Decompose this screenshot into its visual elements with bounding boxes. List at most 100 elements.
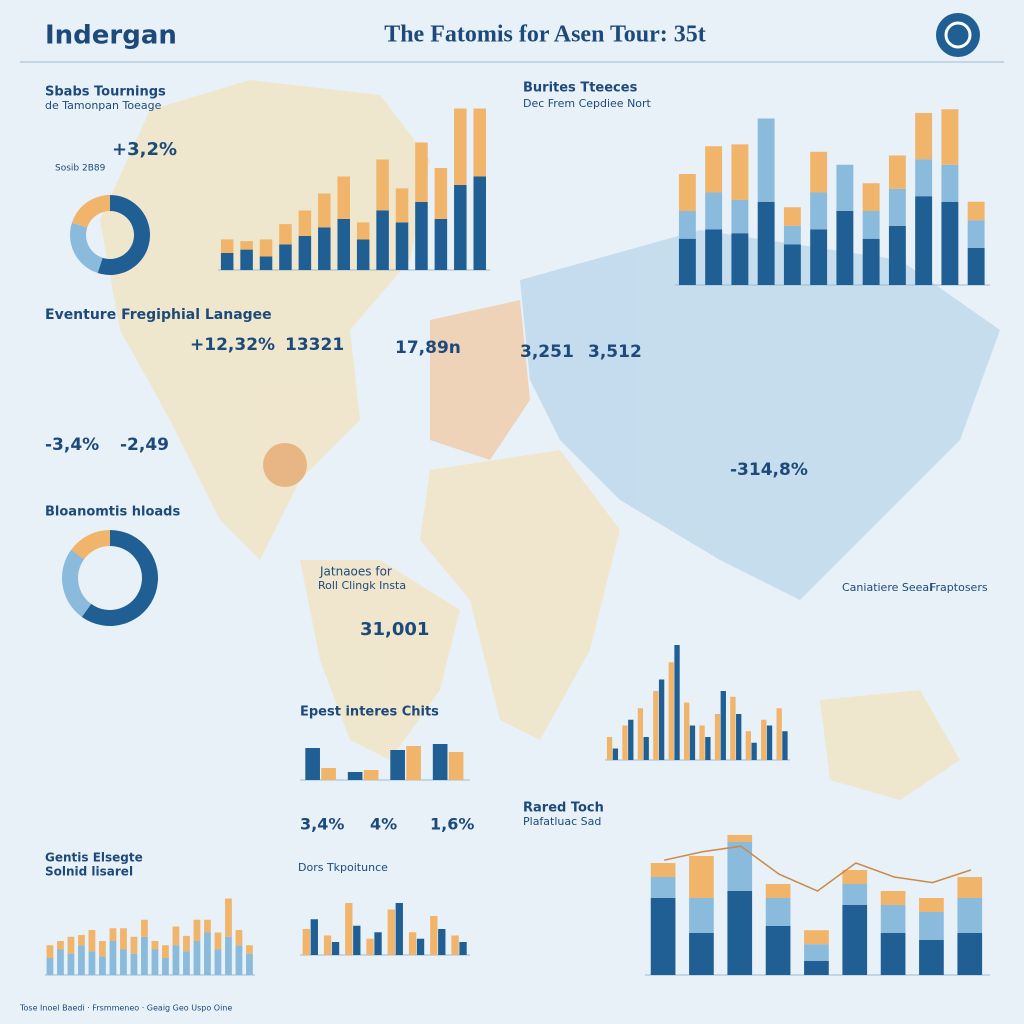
bar xyxy=(120,928,127,950)
bar xyxy=(684,702,690,760)
bar xyxy=(766,725,773,760)
bar xyxy=(240,241,253,250)
bar xyxy=(678,211,696,239)
bar xyxy=(109,941,117,975)
bar xyxy=(473,108,486,177)
bar xyxy=(78,935,85,946)
bar xyxy=(678,174,696,211)
bar xyxy=(880,933,906,975)
bar xyxy=(259,239,273,257)
bar xyxy=(214,949,222,975)
bar xyxy=(842,884,868,905)
bar xyxy=(628,719,634,760)
bar xyxy=(259,256,273,270)
bar xyxy=(387,909,395,955)
bar xyxy=(434,168,448,219)
bar xyxy=(689,856,714,898)
bar xyxy=(305,748,320,780)
bar xyxy=(204,932,211,975)
bar xyxy=(204,919,211,933)
bar xyxy=(915,196,933,285)
bar xyxy=(765,926,791,975)
bar xyxy=(46,958,54,975)
label: Jatnaoes for xyxy=(319,565,392,579)
label: Tose Inoel Baedi · Frsmmeneo · Geaig Geo… xyxy=(19,1004,232,1013)
bar xyxy=(345,903,353,955)
bar xyxy=(705,229,723,285)
label: 3,512 xyxy=(588,342,642,362)
bar xyxy=(356,239,370,270)
label: Dec Frem Cepdiee Nort xyxy=(523,97,652,110)
bar xyxy=(622,725,628,760)
bar xyxy=(810,151,828,193)
bar xyxy=(172,926,180,946)
bar xyxy=(151,949,159,975)
bar xyxy=(765,884,791,898)
logo[interactable] xyxy=(936,13,980,57)
label: -3,4% xyxy=(45,435,99,455)
label: -2,49 xyxy=(120,435,169,455)
bar xyxy=(438,929,446,955)
bar xyxy=(668,662,674,760)
bar xyxy=(606,737,613,760)
label: Sbabs Tournings xyxy=(45,85,166,100)
bar xyxy=(331,942,340,955)
label: Sosib 2B89 xyxy=(55,164,106,174)
continent xyxy=(520,230,1000,600)
bar xyxy=(736,714,742,760)
bar xyxy=(448,752,464,780)
bar xyxy=(337,176,350,219)
bar xyxy=(374,932,382,955)
logo-mark xyxy=(944,21,972,49)
bar xyxy=(302,929,310,955)
bar xyxy=(751,742,757,760)
bar xyxy=(279,244,292,270)
bar xyxy=(318,193,331,228)
bar xyxy=(880,891,906,905)
bar xyxy=(120,949,127,975)
bar xyxy=(915,159,933,197)
bar xyxy=(310,919,318,955)
bar xyxy=(783,207,801,226)
bar xyxy=(862,183,880,211)
bar xyxy=(612,748,619,760)
bar xyxy=(363,770,379,780)
label: +12,32% xyxy=(190,335,275,355)
bar xyxy=(225,898,232,937)
bar xyxy=(246,953,253,975)
bar xyxy=(810,229,828,285)
continent xyxy=(820,690,960,800)
bar xyxy=(356,222,370,240)
label: Dors Tkpoitunce xyxy=(298,861,388,874)
donut-slice xyxy=(71,195,110,228)
bar xyxy=(957,898,983,933)
bar xyxy=(67,936,75,954)
bar xyxy=(454,185,467,270)
bar xyxy=(804,944,829,961)
bar xyxy=(151,941,159,950)
bar xyxy=(220,239,234,253)
bar xyxy=(415,142,428,202)
bar xyxy=(318,227,331,270)
bar xyxy=(919,898,944,912)
bar xyxy=(88,929,96,952)
bar xyxy=(298,210,312,236)
bar xyxy=(298,236,312,270)
bar xyxy=(919,940,944,975)
donut-slice xyxy=(97,195,150,275)
bar xyxy=(183,935,190,952)
bar xyxy=(395,222,409,270)
brand: Indergan xyxy=(45,21,177,51)
bar xyxy=(714,714,721,760)
bar xyxy=(395,903,403,955)
bar xyxy=(705,737,711,760)
bar xyxy=(650,877,676,898)
donut-slice xyxy=(62,549,92,617)
bar xyxy=(842,905,868,975)
bar xyxy=(782,731,788,760)
bar xyxy=(637,708,644,760)
label: Bloanomtis hloads xyxy=(45,505,180,520)
bar xyxy=(279,224,292,245)
